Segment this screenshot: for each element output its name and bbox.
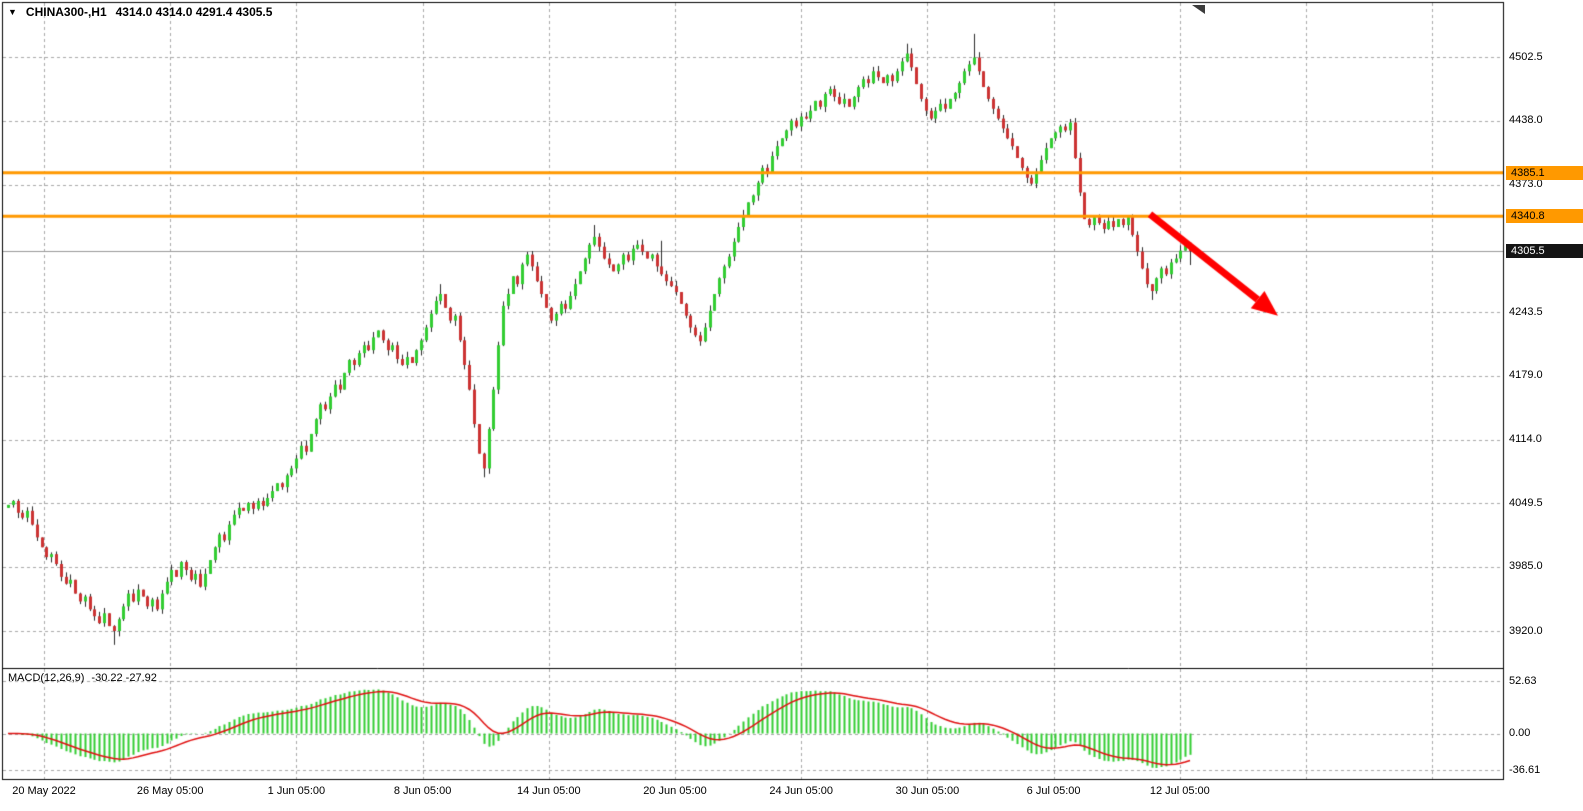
- price-axis[interactable]: 4502.5 4438.0 4373.0 4243.5 4179.0 4114.0 4049…: [1509, 0, 1581, 811]
- time-axis[interactable]: 20 May 2022 26 May 05:00 1 Jun 05:00 8 Jun …: [0, 785, 1583, 801]
- chart-shift-marker-icon[interactable]: [1191, 5, 1206, 15]
- collapse-triangle-icon[interactable]: ▼: [8, 7, 17, 17]
- macd-name-label: MACD(12,26,9): [8, 672, 85, 684]
- time-axis-label: 24 Jun 05:00: [769, 785, 833, 797]
- price-tick-label: 4049.5: [1509, 496, 1543, 509]
- chart-header: ▼ CHINA300-,H1 4314.0 4314.0 4291.4 4305…: [8, 5, 272, 19]
- macd-tick-label: -36.61: [1509, 763, 1541, 776]
- price-tick-label: 4438.0: [1509, 114, 1543, 127]
- time-axis-label: 20 Jun 05:00: [643, 785, 707, 797]
- ohlc-quote-label: 4314.0 4314.0 4291.4 4305.5: [115, 5, 273, 19]
- time-axis-label: 30 Jun 05:00: [895, 785, 960, 797]
- time-axis-label: 1 Jun 05:00: [267, 785, 326, 797]
- price-tick-label: 4179.0: [1509, 369, 1543, 382]
- macd-indicator-label: MACD(12,26,9) -30.22 -27.92: [8, 672, 157, 684]
- time-axis-label: 6 Jul 05:00: [1026, 785, 1081, 797]
- price-tick-label: 4373.0: [1509, 178, 1543, 191]
- symbol-period-label: CHINA300-,H1: [25, 5, 107, 19]
- price-tick-label: 3920.0: [1509, 624, 1543, 637]
- macd-tick-label: 52.63: [1509, 674, 1537, 687]
- price-tick-label: 4502.5: [1509, 50, 1543, 63]
- hline-price-badge-upper: 4385.1: [1506, 165, 1583, 180]
- time-axis-label: 20 May 2022: [12, 785, 76, 797]
- current-price-badge: 4305.5: [1506, 244, 1583, 259]
- macd-tick-label: 0.00: [1509, 727, 1531, 740]
- time-axis-label: 14 Jun 05:00: [516, 785, 581, 797]
- price-tick-label: 3985.0: [1509, 560, 1543, 573]
- price-tick-label: 4114.0: [1509, 433, 1542, 446]
- price-tick-label: 4243.5: [1509, 305, 1543, 318]
- macd-values-label: -30.22 -27.92: [91, 672, 157, 684]
- macd-value-axis[interactable]: 52.63 0.00 -36.61: [1509, 0, 1581, 811]
- time-axis-label: 8 Jun 05:00: [393, 785, 452, 797]
- time-axis-label: 12 Jul 05:00: [1149, 785, 1210, 797]
- time-axis-label: 26 May 05:00: [136, 785, 204, 797]
- hline-price-badge-lower: 4340.8: [1506, 209, 1583, 224]
